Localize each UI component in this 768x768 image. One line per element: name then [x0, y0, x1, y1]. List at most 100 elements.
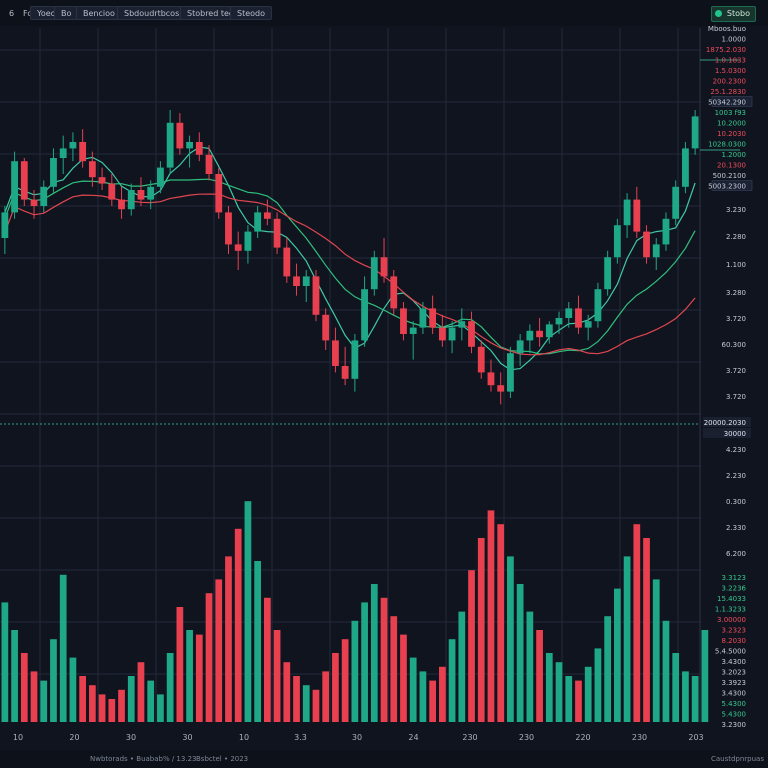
candle-body: [157, 167, 164, 187]
candle-body: [370, 257, 378, 290]
volume-bar: [273, 630, 281, 722]
top-toolbar: 6 Foe Yoeo Bo Bencioo Sbdoudrtbcos Stobr…: [0, 0, 768, 26]
volume-bar: [468, 570, 475, 722]
volume-bar: [351, 620, 359, 722]
volume-bar: [555, 662, 563, 722]
candle-body: [507, 353, 514, 392]
candle-body: [516, 340, 524, 354]
candle-body: [652, 244, 660, 258]
toolbar-button-2[interactable]: Bo: [54, 6, 79, 20]
volume-axis-label: 3.2323: [722, 627, 747, 635]
bottom-status-bar: Nwbtorads • Buabab% / 13.23 Bsbctel • 20…: [0, 750, 768, 768]
axis-price-label: 6.200: [726, 550, 746, 558]
volume-bar: [477, 538, 485, 722]
x-tick-label: 220: [575, 733, 590, 742]
candle-body: [409, 327, 417, 334]
volume-axis-label: 8.2030: [722, 637, 747, 645]
status-dot-icon: [714, 10, 722, 17]
x-tick-label: 24: [408, 733, 418, 742]
candle-body: [341, 366, 349, 379]
candle-body: [293, 276, 300, 286]
x-tick-label: 30: [182, 733, 192, 742]
volume-bar: [332, 653, 339, 722]
axis-price-label: 4.230: [726, 446, 746, 454]
footer-left-text: Nwbtorads • Buabab% / 13.23: [90, 755, 197, 763]
candle-body: [40, 186, 48, 206]
candle-body: [322, 314, 330, 341]
volume-axis-label: 5.4300: [722, 700, 747, 708]
candle-body: [419, 308, 427, 328]
volume-bar: [361, 602, 368, 722]
price-label: 1.5.0300: [715, 67, 746, 75]
price-label: 500.2100: [713, 172, 746, 180]
x-tick-label: 203: [688, 733, 703, 742]
candle-body: [468, 321, 475, 347]
crosshair-label: 30000: [724, 430, 746, 438]
axis-price-label: 3.230: [726, 206, 746, 214]
candle-body: [575, 308, 582, 328]
candle-body: [205, 154, 213, 174]
volume-axis-label: 3.2236: [722, 585, 747, 593]
candle-body: [565, 308, 573, 318]
status-badge[interactable]: Stobo: [710, 6, 756, 22]
candle-body: [545, 324, 553, 338]
volume-axis-label: 15.4033: [717, 595, 746, 603]
volume-bar: [341, 639, 349, 722]
toolbar-button-5[interactable]: Stobred teoa: [180, 6, 246, 20]
candle-body: [351, 340, 359, 379]
axis-price-label: 3.720: [726, 315, 746, 323]
volume-bar: [565, 676, 573, 722]
volume-bar: [137, 662, 145, 722]
axis-price-label: 2.230: [726, 472, 746, 480]
volume-bar: [205, 593, 213, 722]
volume-bar: [380, 597, 388, 722]
axis-price-label: 2.280: [726, 233, 746, 241]
candle-body: [429, 308, 437, 328]
volume-bar: [575, 680, 582, 722]
volume-bar: [30, 671, 38, 722]
volume-bar: [390, 616, 398, 722]
volume-bar: [302, 685, 310, 722]
volume-bar: [215, 579, 223, 722]
volume-bar: [370, 584, 378, 722]
volume-bar: [1, 602, 9, 722]
candle-body: [380, 257, 388, 277]
crosshair-label: 20000.2030: [704, 419, 746, 427]
candle-body: [604, 257, 612, 290]
candle-body: [234, 244, 242, 251]
candle-body: [448, 327, 456, 341]
volume-bar: [701, 630, 709, 722]
volume-bar: [623, 556, 631, 722]
candle-body: [118, 199, 125, 210]
candle-body: [497, 385, 505, 392]
candle-body: [672, 186, 680, 219]
x-axis-ticks: 10 20 30 30 10 3.3 30 24 230 230 220 230 203: [13, 733, 704, 742]
volume-bars: [1, 501, 709, 722]
volume-bar: [234, 528, 242, 722]
volume-bar: [516, 584, 524, 722]
app-menu-icon[interactable]: 6: [9, 9, 15, 18]
volume-bar: [604, 616, 611, 722]
volume-bar: [186, 630, 193, 722]
candle-body: [584, 321, 592, 328]
candle-body: [283, 247, 291, 277]
volume-axis-label: 1.1.3233: [715, 606, 746, 614]
volume-axis-label: 3.2300: [722, 721, 747, 729]
volume-bar: [409, 657, 417, 722]
price-label: 1003 f93: [715, 109, 746, 117]
candle-body: [88, 161, 96, 178]
candle-body: [643, 231, 650, 258]
toolbar-button-4[interactable]: Sbdoudrtbcos: [117, 6, 187, 20]
volume-bar: [643, 538, 650, 722]
candle-body: [20, 161, 28, 200]
candle-body: [438, 327, 446, 341]
candle-body: [400, 308, 407, 334]
axis-price-label: 1.100: [726, 261, 746, 269]
candle-body: [127, 190, 135, 210]
price-label-box: [711, 96, 753, 107]
volume-bar: [20, 653, 28, 722]
toolbar-button-6[interactable]: Steodo: [230, 6, 273, 20]
volume-bar: [59, 574, 67, 722]
volume-bar: [50, 639, 57, 722]
